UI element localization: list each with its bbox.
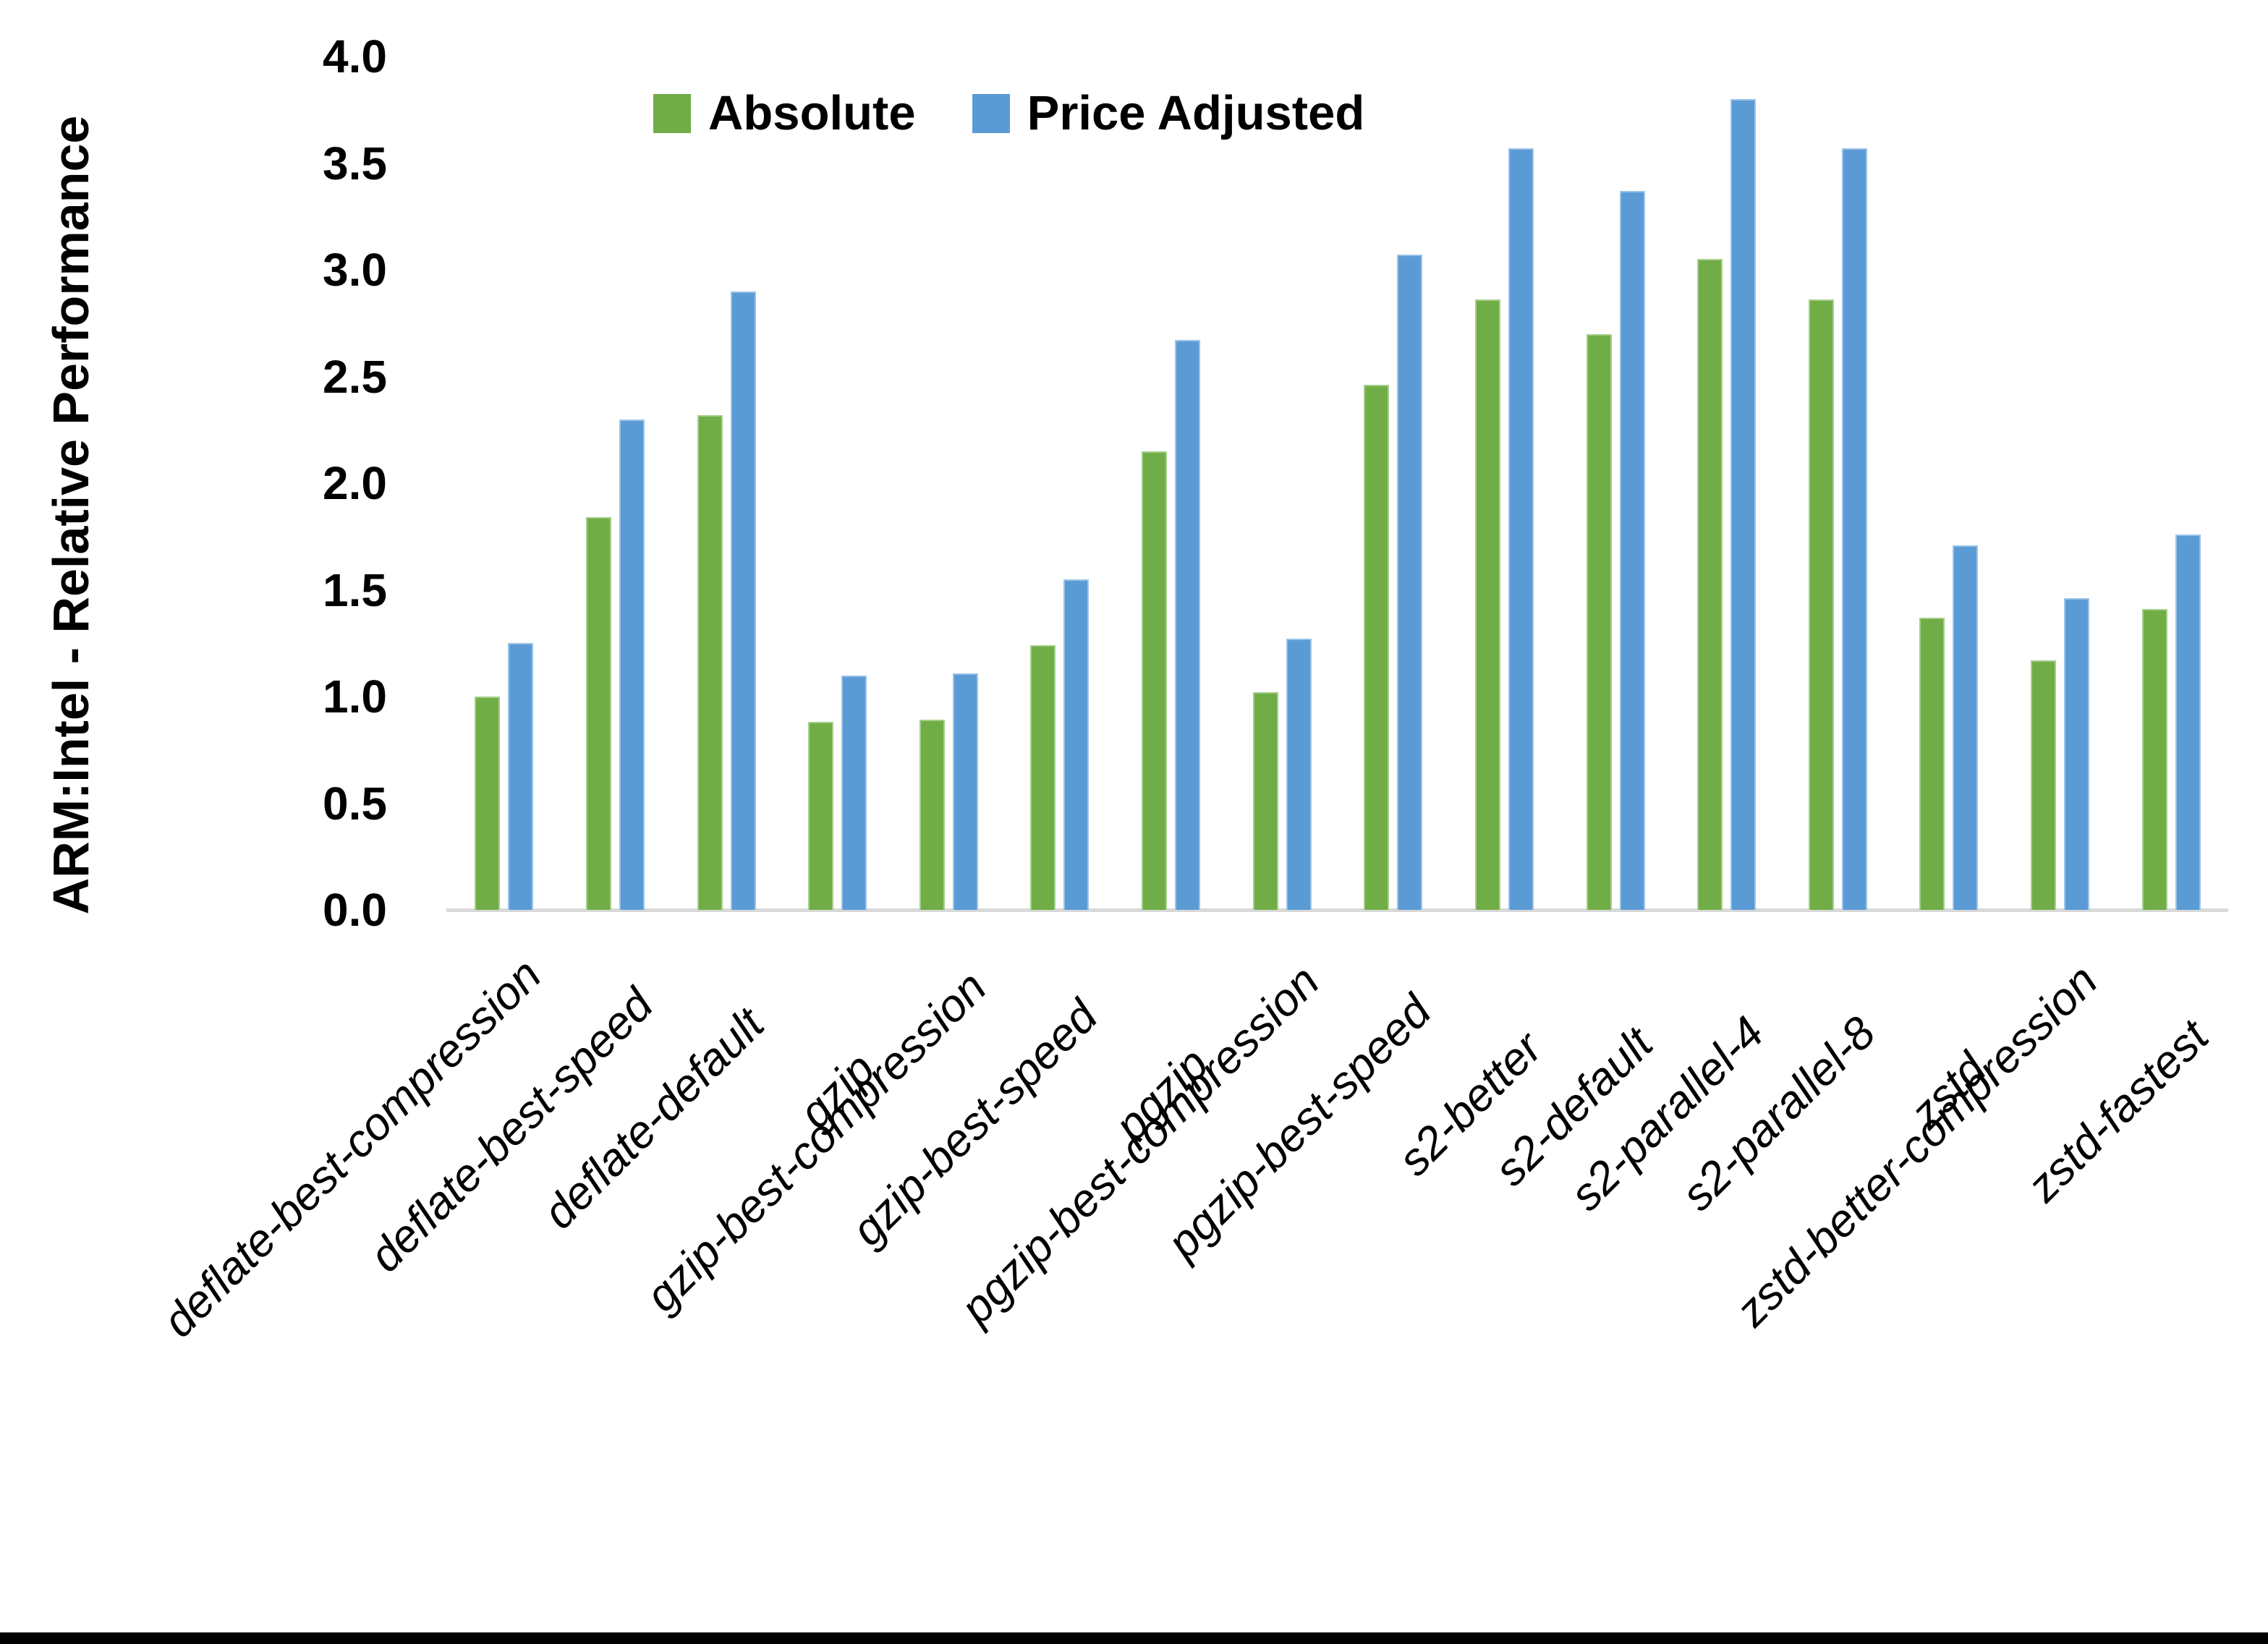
bar-absolute-zstd-fastest	[2141, 609, 2167, 910]
bar-absolute-pgzip-best-speed	[1364, 385, 1390, 910]
bar-absolute-s2-parallel-4	[1697, 259, 1723, 910]
y-axis-title: ARM:Intel - Relative Performance	[43, 115, 99, 915]
x-axis-line	[446, 908, 2228, 912]
bar-absolute-deflate-default	[697, 414, 723, 910]
bar-absolute-zstd	[1919, 617, 1945, 910]
y-tick-label-4.0: 4.0	[323, 30, 387, 82]
bar-price-adjusted-zstd-fastest	[2175, 534, 2201, 910]
bar-absolute-deflate-best-compression	[475, 697, 501, 910]
y-tick-label-0.5: 0.5	[323, 777, 387, 830]
bar-absolute-s2-default	[1586, 333, 1612, 910]
y-tick-label-0.0: 0.0	[323, 884, 387, 936]
y-tick-label-3.0: 3.0	[323, 244, 387, 296]
y-tick-label-1.0: 1.0	[323, 670, 387, 723]
legend-swatch-price-adjusted	[972, 93, 1010, 133]
legend-label-price-adjusted: Price Adjusted	[1027, 86, 1365, 140]
bar-price-adjusted-gzip	[841, 675, 867, 910]
bar-absolute-gzip	[808, 722, 834, 910]
bar-absolute-gzip-best-compression	[919, 720, 945, 910]
bar-absolute-s2-parallel-8	[1808, 299, 1834, 910]
bar-price-adjusted-zstd	[1953, 545, 1979, 910]
bar-price-adjusted-s2-parallel-8	[1841, 148, 1867, 910]
category-label-pgzip-best-speed: pgzip-best-speed	[1157, 985, 1441, 1269]
legend-swatch-absolute	[653, 93, 691, 133]
bar-price-adjusted-s2-parallel-4	[1730, 99, 1757, 910]
bar-price-adjusted-deflate-default	[730, 291, 756, 910]
bar-price-adjusted-pgzip-best-compression	[1286, 639, 1312, 910]
y-tick-label-2.0: 2.0	[323, 457, 387, 509]
bar-absolute-pgzip	[1142, 451, 1168, 910]
bar-absolute-pgzip-best-compression	[1252, 692, 1278, 910]
y-tick-label-3.5: 3.5	[323, 137, 387, 189]
bar-price-adjusted-zstd-better-compression	[2064, 598, 2090, 910]
bar-price-adjusted-gzip-best-compression	[952, 673, 978, 910]
bottom-border	[0, 1632, 2268, 1644]
bar-absolute-deflate-best-speed	[585, 517, 611, 910]
bar-absolute-s2-better	[1474, 299, 1500, 910]
legend: Absolute Price Adjusted	[653, 85, 1364, 141]
bar-price-adjusted-pgzip	[1175, 340, 1201, 910]
bar-absolute-gzip-best-speed	[1030, 645, 1056, 910]
bar-absolute-zstd-better-compression	[2031, 660, 2057, 910]
bar-price-adjusted-s2-default	[1619, 190, 1645, 910]
bar-price-adjusted-pgzip-best-speed	[1397, 255, 1423, 910]
bar-price-adjusted-s2-better	[1508, 148, 1534, 910]
bar-price-adjusted-deflate-best-compression	[508, 643, 534, 910]
y-tick-label-2.5: 2.5	[323, 350, 387, 403]
bar-price-adjusted-deflate-best-speed	[619, 419, 645, 910]
legend-label-absolute: Absolute	[708, 86, 916, 140]
y-tick-label-1.5: 1.5	[323, 563, 387, 616]
bar-price-adjusted-gzip-best-speed	[1063, 579, 1090, 910]
